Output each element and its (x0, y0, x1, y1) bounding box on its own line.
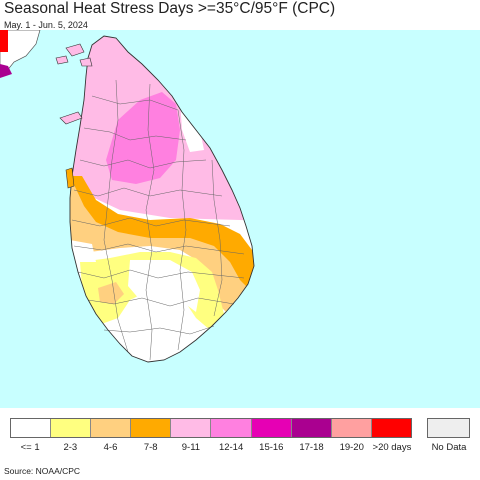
legend-label: 2-3 (63, 442, 78, 453)
legend-swatch (51, 419, 92, 437)
map-title: Seasonal Heat Stress Days >=35°C/95°F (C… (4, 0, 336, 17)
legend-label: <= 1 (20, 442, 40, 453)
zone-south-west-patch (98, 282, 124, 304)
legend-swatch (211, 419, 252, 437)
legend-label: 4-6 (103, 442, 118, 453)
legend-label: 19-20 (339, 442, 364, 453)
legend-label: 15-16 (259, 442, 284, 453)
source-credit: Source: NOAA/CPC (4, 466, 81, 476)
legend-swatch (91, 419, 132, 437)
zone-central-band (70, 176, 254, 290)
legend-label: 7-8 (143, 442, 158, 453)
legend-swatch (131, 419, 172, 437)
district-boundaries (71, 79, 245, 361)
legend-swatch (331, 419, 372, 437)
legend-swatch (11, 419, 52, 437)
mannar-island (59, 111, 83, 125)
northern-islets (55, 43, 93, 67)
legend-label: 9-11 (181, 442, 201, 453)
legend-labels: <= 1 2-3 4-6 7-8 9-11 12-14 15-16 17-18 … (10, 442, 412, 453)
legend: <= 1 2-3 4-6 7-8 9-11 12-14 15-16 17-18 … (10, 418, 470, 458)
legend-swatch (291, 419, 332, 437)
legend-swatch (171, 419, 212, 437)
legend-nodata-swatch (427, 418, 470, 438)
india-red-patch (0, 30, 8, 52)
legend-swatch (371, 419, 411, 437)
kalpitiya (65, 167, 75, 189)
legend-label: >20 days (372, 442, 412, 453)
heat-stress-map (0, 30, 480, 408)
legend-color-bar (10, 418, 412, 438)
india-magenta-patch (0, 64, 12, 78)
legend-swatch (251, 419, 292, 437)
legend-label: 17-18 (299, 442, 324, 453)
legend-label: 12-14 (218, 442, 244, 453)
zone-west-mid (70, 240, 96, 262)
date-range: May. 1 - Jun. 5, 2024 (4, 20, 88, 30)
legend-nodata-label: No Data (431, 442, 467, 453)
